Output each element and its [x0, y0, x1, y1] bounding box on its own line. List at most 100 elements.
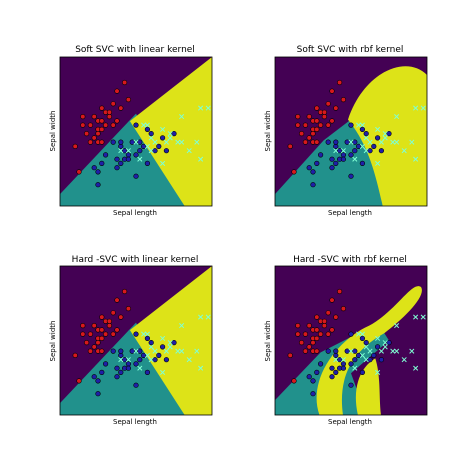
point-class2 — [163, 348, 169, 354]
point-class0 — [87, 331, 93, 337]
point-class0 — [291, 378, 297, 384]
point-class1 — [348, 173, 354, 179]
decision-regions — [60, 266, 212, 415]
point-class1 — [348, 152, 354, 158]
point-class2 — [167, 344, 173, 350]
point-class0 — [340, 96, 347, 103]
point-class1 — [137, 139, 143, 145]
point-class2 — [198, 156, 204, 162]
point-class0 — [95, 131, 101, 137]
point-class2 — [413, 314, 419, 320]
point-class0 — [329, 88, 335, 94]
point-class1 — [118, 348, 124, 354]
point-class1 — [310, 378, 316, 384]
point-class1 — [133, 331, 139, 337]
point-class1 — [95, 169, 101, 175]
point-class2 — [363, 148, 369, 154]
point-class1 — [375, 135, 381, 141]
point-class1 — [129, 139, 135, 145]
point-class0 — [106, 113, 112, 120]
point-class1 — [118, 143, 124, 149]
point-class2 — [359, 122, 365, 128]
point-class2 — [141, 122, 147, 128]
point-class0 — [106, 318, 112, 324]
point-class2 — [378, 139, 384, 145]
point-class2 — [137, 156, 143, 162]
point-class0 — [333, 105, 339, 111]
point-class0 — [95, 340, 101, 346]
point-class1 — [133, 173, 139, 179]
point-class1 — [121, 148, 128, 154]
point-class0 — [299, 131, 305, 137]
point-class1 — [152, 148, 158, 154]
point-class0 — [337, 79, 343, 86]
point-class2 — [413, 365, 419, 371]
point-class2 — [394, 139, 400, 145]
point-class0 — [80, 113, 86, 120]
point-class0 — [102, 122, 109, 128]
point-class2 — [401, 357, 407, 363]
point-class0 — [318, 122, 324, 128]
point-class0 — [287, 352, 293, 359]
axes-1 — [59, 56, 213, 207]
point-class1 — [325, 348, 331, 354]
point-class1 — [163, 357, 169, 363]
point-class2 — [394, 323, 400, 329]
point-class2 — [179, 323, 185, 329]
point-class0 — [321, 323, 328, 329]
point-class0 — [295, 113, 301, 120]
point-class2 — [420, 105, 426, 111]
point-class0 — [325, 331, 331, 337]
point-class0 — [114, 88, 120, 94]
point-class2 — [186, 148, 192, 154]
point-class2 — [167, 131, 173, 137]
point-class1 — [114, 165, 120, 171]
point-class1 — [340, 361, 347, 367]
point-class1 — [356, 352, 362, 359]
point-class2 — [160, 160, 166, 166]
point-class1 — [102, 152, 109, 158]
point-class1 — [171, 340, 177, 346]
point-class1 — [318, 361, 324, 367]
point-class0 — [118, 314, 124, 320]
point-class2 — [160, 369, 166, 375]
point-class2 — [205, 105, 211, 111]
point-class1 — [378, 357, 385, 363]
point-class0 — [314, 139, 320, 145]
point-class2 — [133, 139, 139, 145]
point-class0 — [76, 169, 82, 175]
point-class0 — [329, 118, 335, 124]
point-class1 — [306, 165, 312, 171]
point-class1 — [310, 169, 316, 175]
point-class1 — [121, 357, 128, 363]
point-class1 — [352, 357, 358, 363]
axes-frame — [274, 265, 428, 416]
point-class1 — [125, 156, 131, 162]
point-class0 — [299, 340, 305, 346]
point-class2 — [340, 148, 346, 154]
point-class1 — [337, 148, 343, 154]
point-class0 — [340, 306, 347, 312]
point-class1 — [314, 160, 320, 166]
point-class0 — [99, 348, 105, 354]
point-class2 — [198, 314, 204, 320]
point-class0 — [87, 139, 93, 145]
point-class1 — [306, 374, 312, 380]
point-class0 — [87, 122, 93, 128]
point-class2 — [179, 114, 185, 120]
point-class1 — [363, 131, 369, 137]
x-axis-label: Sepal length — [113, 209, 157, 217]
point-class2 — [382, 131, 388, 137]
point-class1 — [160, 344, 166, 350]
y-axis-label: Sepal width — [49, 321, 57, 362]
point-class0 — [114, 327, 120, 333]
subplot-hard-rbf: Hard -SVC with rbf kernel Sepal length S… — [264, 255, 407, 426]
point-class1 — [144, 160, 150, 166]
point-class0 — [110, 101, 116, 107]
point-class1 — [110, 348, 116, 354]
point-class1 — [102, 361, 109, 367]
point-class1 — [314, 369, 320, 376]
plot-title: Soft SVC with linear kernel — [75, 45, 195, 55]
point-class2 — [390, 348, 396, 354]
subplot-soft-linear: Soft SVC with linear kernel Sepal length… — [49, 45, 195, 217]
